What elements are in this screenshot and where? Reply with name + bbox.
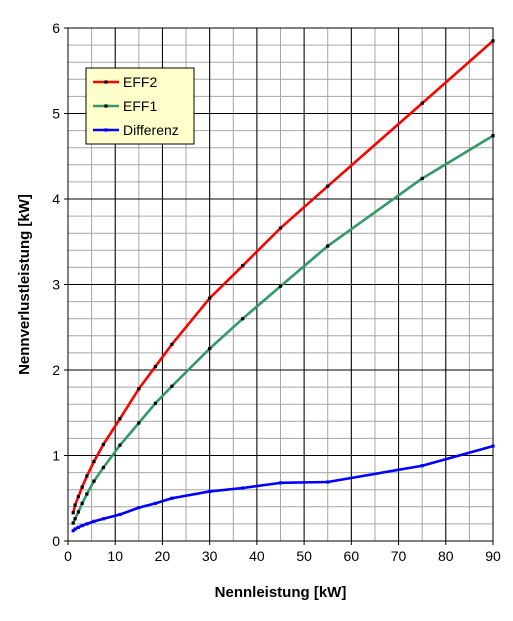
data-point	[71, 511, 75, 515]
data-point	[137, 506, 141, 510]
y-tick-label: 4	[52, 191, 60, 207]
y-tick-label: 0	[52, 533, 60, 549]
y-axis-title: Nennverlustleistung [kW]	[16, 194, 33, 375]
y-tick-label: 5	[52, 106, 60, 122]
data-point	[76, 525, 80, 529]
data-point	[491, 444, 495, 448]
data-point	[278, 481, 283, 485]
data-point	[420, 101, 424, 105]
data-point	[241, 317, 245, 321]
data-point	[118, 417, 122, 421]
legend-item: EFF2	[93, 74, 157, 90]
y-tick-label: 1	[52, 448, 60, 464]
data-point	[208, 489, 212, 494]
legend-marker	[104, 80, 108, 84]
y-tick-label: 6	[52, 20, 60, 36]
data-point	[73, 503, 77, 507]
data-point	[153, 401, 157, 405]
data-point	[241, 486, 245, 490]
data-point	[137, 387, 141, 391]
data-point	[326, 480, 330, 484]
data-point	[101, 465, 106, 470]
data-point	[85, 474, 89, 478]
data-point	[153, 501, 157, 505]
data-point	[92, 519, 96, 523]
data-point	[278, 226, 283, 230]
data-point	[80, 501, 84, 505]
data-point	[208, 296, 212, 300]
y-tick-label: 3	[52, 277, 60, 293]
data-point	[491, 134, 495, 138]
data-point	[101, 517, 106, 521]
data-point	[118, 512, 122, 517]
series-group	[71, 39, 495, 533]
legend-item: Differenz	[93, 122, 179, 138]
legend-marker	[104, 104, 108, 108]
legend-label: EFF2	[123, 74, 157, 90]
y-tick-label: 2	[52, 362, 60, 378]
x-axis-tick-labels: 0 10 20 30 40 50 60 70 80 90	[64, 541, 501, 564]
x-tick-label: 0	[64, 548, 72, 564]
data-point	[73, 517, 77, 521]
data-point	[76, 510, 80, 514]
data-point	[491, 39, 495, 43]
data-point	[420, 176, 424, 181]
x-tick-label: 70	[391, 548, 407, 564]
x-tick-label: 40	[249, 548, 265, 564]
data-point	[326, 184, 330, 188]
x-tick-label: 10	[107, 548, 123, 564]
data-point	[101, 442, 106, 446]
data-point	[71, 521, 75, 525]
series-eff1	[71, 134, 495, 525]
data-point	[80, 524, 84, 528]
legend: EFF2 EFF1 Differenz	[85, 67, 195, 145]
data-point	[170, 384, 174, 388]
data-point	[80, 485, 84, 489]
data-point	[170, 342, 174, 346]
legend-marker	[104, 128, 108, 132]
data-point	[137, 421, 141, 425]
data-point	[241, 264, 245, 268]
x-tick-label: 50	[296, 548, 312, 564]
legend-item: EFF1	[93, 98, 157, 114]
legend-label: Differenz	[123, 122, 179, 138]
data-point	[420, 464, 424, 468]
data-point	[85, 492, 89, 496]
x-tick-label: 20	[155, 548, 171, 564]
series-differenz	[71, 444, 495, 533]
series-eff2	[71, 39, 495, 515]
data-point	[71, 529, 75, 533]
data-point	[85, 522, 89, 526]
x-tick-label: 30	[202, 548, 218, 564]
data-point	[73, 527, 77, 531]
data-point	[118, 443, 122, 447]
data-point	[208, 347, 212, 351]
x-tick-label: 80	[438, 548, 454, 564]
data-point	[76, 494, 80, 499]
x-axis-title: Nennleistung [kW]	[215, 584, 347, 601]
data-point	[326, 244, 330, 248]
x-tick-label: 60	[344, 548, 360, 564]
data-point	[278, 284, 283, 288]
data-point	[92, 459, 96, 464]
data-point	[170, 496, 174, 500]
y-axis-tick-labels: 0 1 2 3 4 5 6	[52, 20, 68, 549]
data-point	[92, 479, 96, 483]
legend-label: EFF1	[123, 98, 157, 114]
x-tick-label: 90	[485, 548, 501, 564]
data-point	[153, 364, 157, 369]
